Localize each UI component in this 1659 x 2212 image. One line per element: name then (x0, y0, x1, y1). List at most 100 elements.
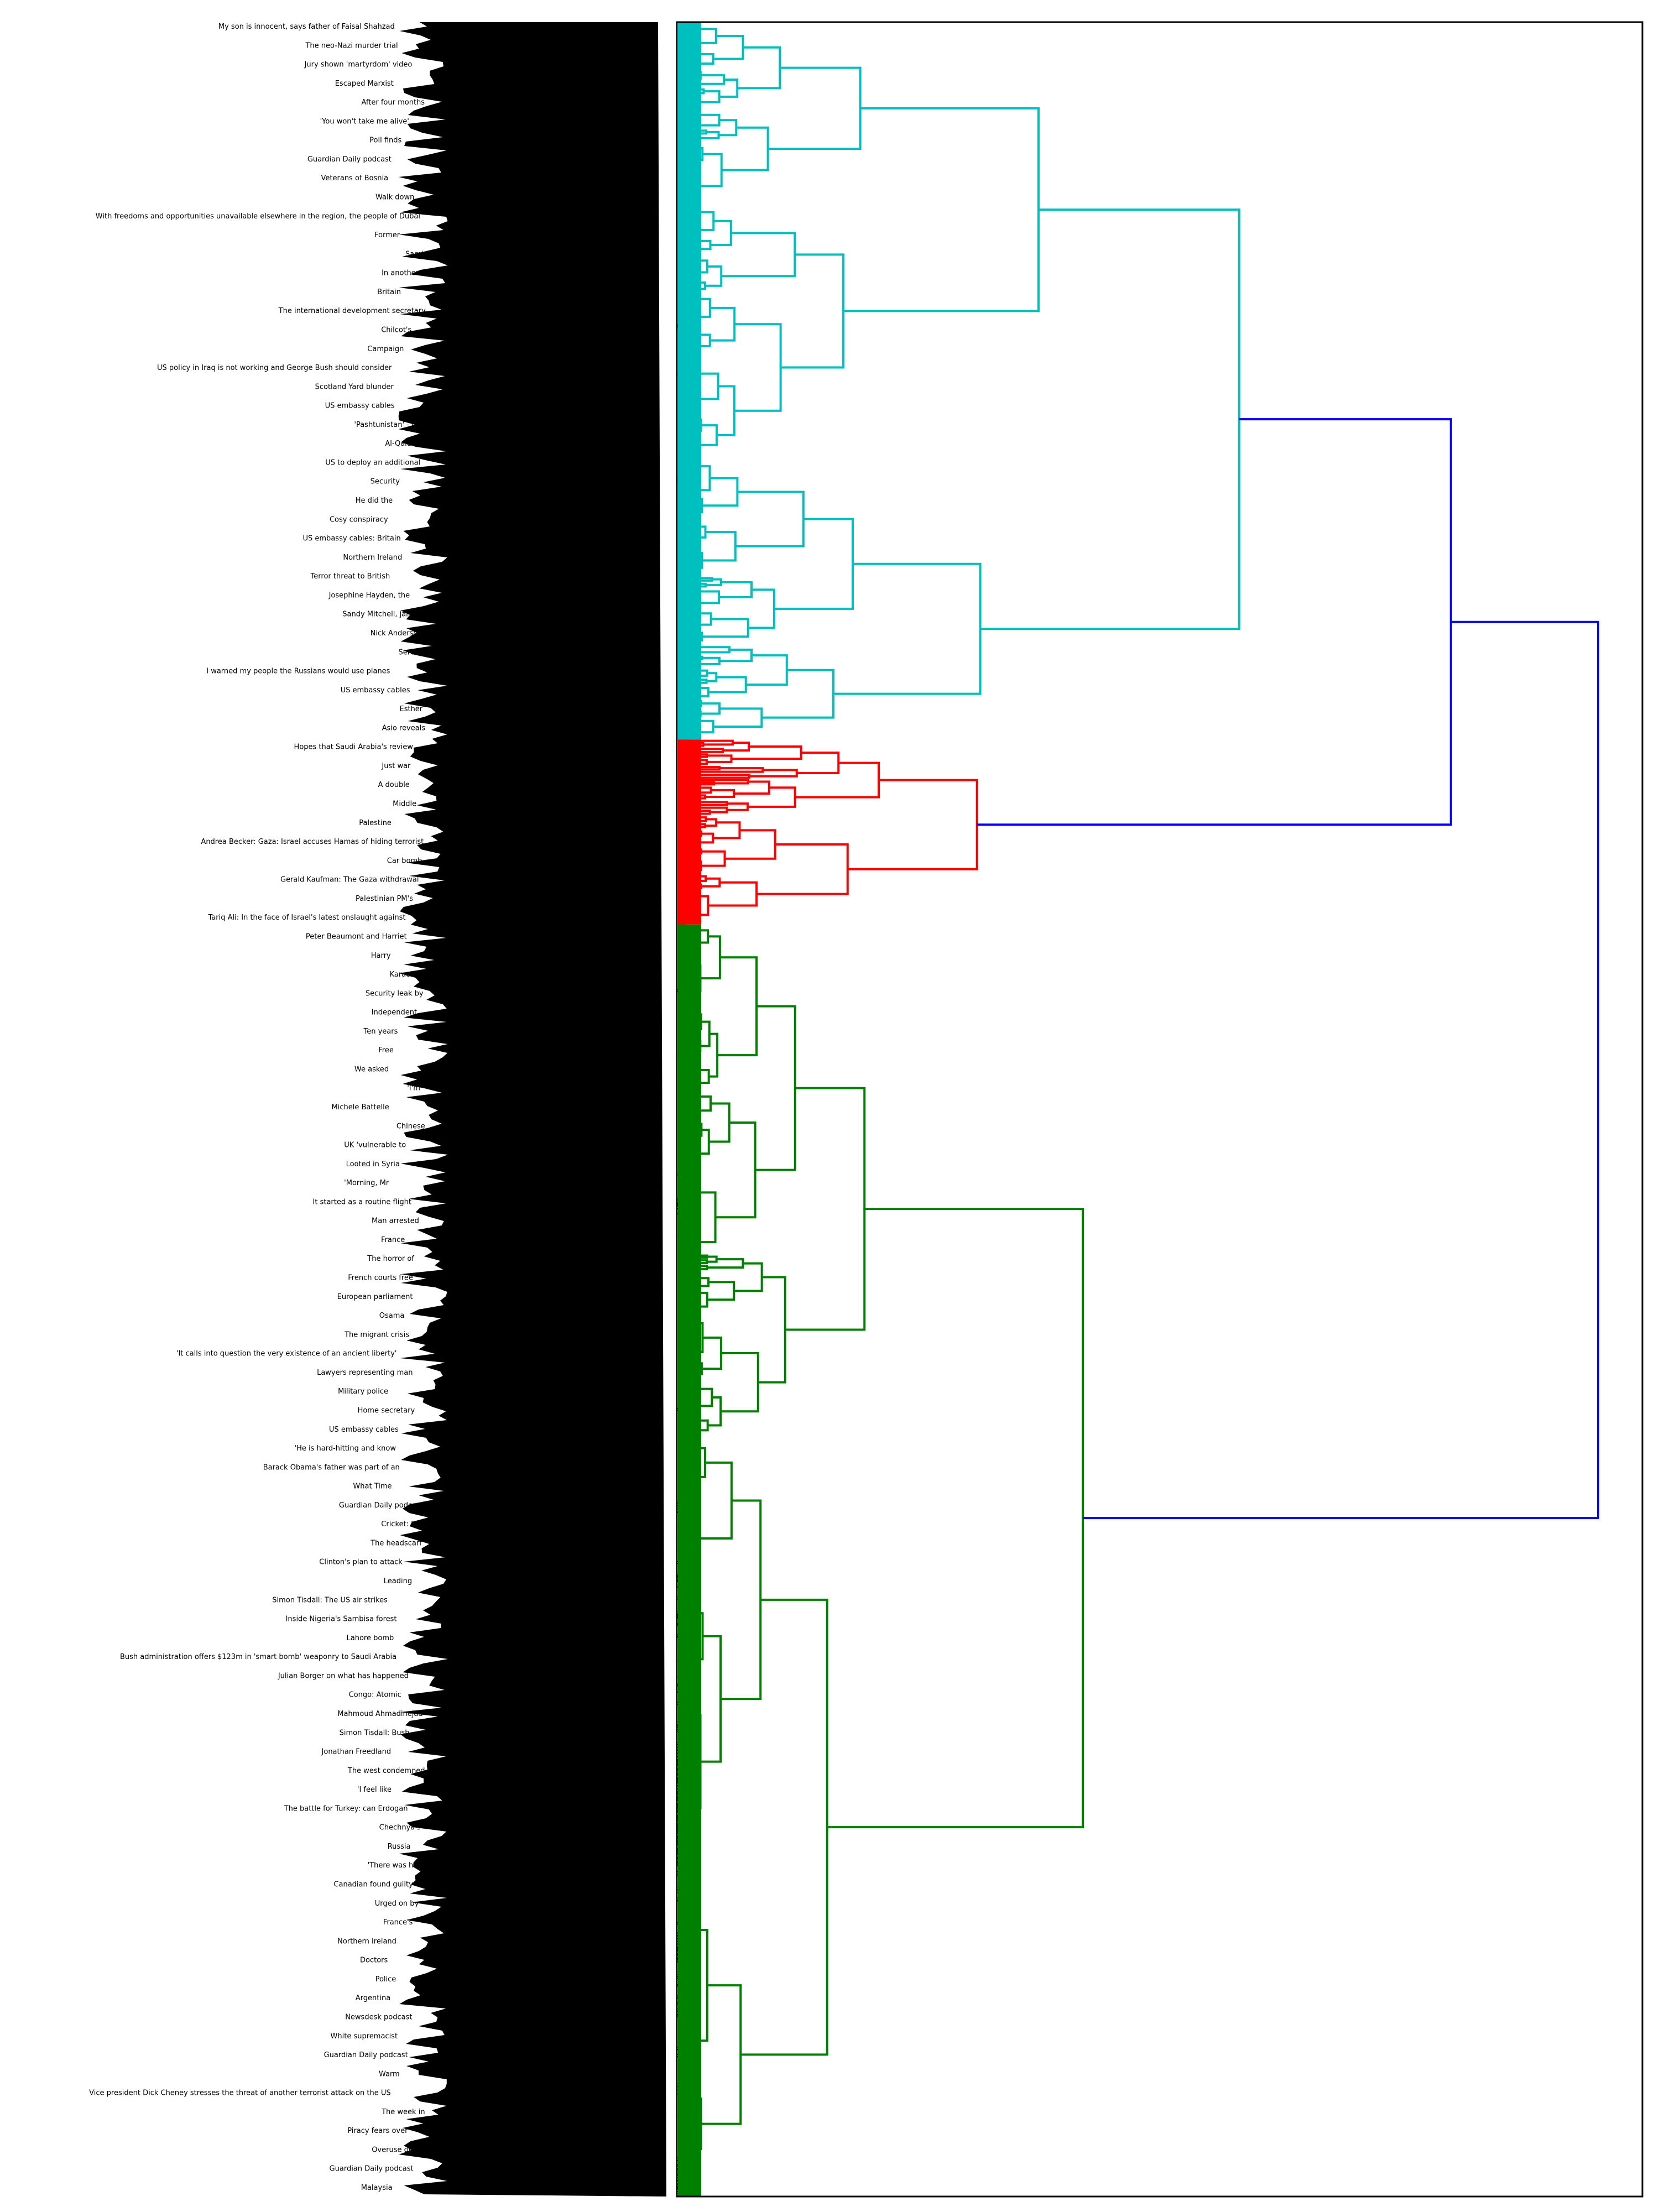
dendrogram-link (980, 208, 1241, 630)
dendrogram-link (719, 78, 739, 98)
dendrogram-link (745, 654, 788, 686)
leaf-label: In another (382, 269, 419, 278)
dendrogram-link (700, 702, 721, 715)
leaf-label: Jonathan Freedland (321, 1748, 392, 1756)
dendrogram-link (716, 385, 735, 436)
leaf-label: Cosy conspiracy (330, 515, 388, 524)
dendrogram-link (696, 28, 717, 44)
leaf-label: Gerald Kaufman: The Gaza withdrawal (280, 876, 419, 884)
dendrogram-link (734, 1262, 763, 1292)
leaf-label: Just war (381, 762, 411, 770)
leaf-label: Lawyers representing man (317, 1369, 413, 1377)
leaf-label: The headscarf (370, 1539, 422, 1547)
leaf-label: Urged on by (375, 1900, 419, 1908)
dendrogram-link (717, 956, 758, 1057)
leaf-label: Tariq Ali: In the face of Israel's lates… (208, 914, 406, 922)
leaf-label: Asio reveals (382, 724, 426, 732)
leaf-label: Michele Battelle (332, 1103, 389, 1112)
leaf-label: The battle for Turkey: can Erdogan (284, 1804, 408, 1813)
leaf-label: The migrant crisis (344, 1331, 409, 1339)
leaf-label: US embassy cables (329, 1426, 399, 1434)
dendrogram-link (721, 1352, 759, 1413)
leaf-label: Russia (388, 1843, 411, 1851)
leaf-label: Bush administration offers $123m in 'sma… (120, 1653, 397, 1661)
leaf-label: Car bomb (387, 857, 422, 865)
leaf-label: Palestine (359, 819, 392, 827)
leaf-label: Chilcot's (381, 326, 411, 334)
leaf-label: Chechnya's (379, 1824, 421, 1832)
leaf-label: Nick Anderson (371, 629, 422, 638)
dendrogram-link (700, 1020, 711, 1047)
leaf-label: Escaped Marxist (335, 80, 394, 88)
leaf-label: Simon Tisdall: Bush (340, 1729, 410, 1737)
leaf-label: Doctors (360, 1957, 388, 1965)
leaf-label: Inside Nigeria's Sambisa forest (286, 1615, 397, 1624)
leaf-label: The west condemned (347, 1767, 425, 1775)
leaf-label: What Time (353, 1483, 392, 1491)
leaf-label: Karachi (390, 971, 417, 979)
leaf-label: Josephine Hayden, the (328, 591, 410, 599)
dendrogram-link (761, 669, 834, 719)
dendrogram-link (707, 1258, 744, 1269)
leaf-label: 'I feel like (357, 1786, 392, 1794)
leaf-label: Ten years (363, 1027, 398, 1036)
overlapping-leaf-labels (398, 22, 666, 2197)
leaf-label: Police (375, 1975, 397, 1984)
leaf-label: Guardian Daily podcast (339, 1501, 423, 1510)
leaf-label: Julian Borger on what has happened (278, 1672, 409, 1680)
dendrogram-link (707, 1281, 735, 1301)
dendrogram-link (697, 259, 708, 274)
dendrogram-link (696, 646, 731, 654)
leaf-label: France's (383, 1918, 413, 1927)
leaf-label: Overuse of (372, 2146, 411, 2154)
leaf-label: Harry (371, 952, 391, 960)
leaf-label: Lahore bomb (347, 1634, 394, 1642)
leaf-label: French courts free (348, 1274, 413, 1282)
dendrogram-link (735, 491, 805, 547)
leaf-label: US embassy cables: Britain (303, 535, 401, 543)
dendrogram-link (691, 719, 714, 734)
dendrogram-link (724, 829, 776, 860)
leaf-label: US embassy cables (325, 402, 395, 410)
leaf-label: US embassy cables (341, 686, 410, 695)
leaf-label: White supremacist (331, 2032, 398, 2041)
leaf-label: Sami (405, 250, 424, 258)
dendrogram-tree (677, 22, 1599, 2198)
dendrogram-link (698, 1461, 733, 1540)
leaf-label: With freedoms and opportunities unavaila… (96, 212, 420, 221)
dendrogram-link (696, 779, 749, 785)
dendrogram-link (709, 306, 736, 342)
leaf-label: UK 'vulnerable to (344, 1141, 406, 1150)
leaf-label: Al-Qaida's (385, 440, 421, 448)
dendrogram-link (734, 323, 782, 412)
leaf-label: Middle (393, 800, 416, 808)
leaf-label: Looted in Syria (346, 1160, 400, 1168)
dendrogram-link (696, 656, 721, 665)
leaf-label: Independent (372, 1009, 417, 1017)
dendrogram-link (697, 90, 721, 103)
leaf-label: I warned my people the Russians would us… (206, 667, 390, 676)
dendrogram-link (697, 1419, 709, 1432)
dendrogram-link (708, 676, 747, 693)
dendrogram-link (747, 786, 796, 808)
leaf-label: Poll finds (369, 137, 401, 145)
dendrogram-link (780, 253, 845, 369)
leaf-label: Canadian found guilty of (333, 1881, 422, 1889)
leaf-label: Terror threat to British (310, 572, 390, 581)
dendrogram-link (758, 1276, 786, 1384)
leaf-label: Guardian Daily podcast (330, 2165, 414, 2173)
leaf-label: Osama (379, 1312, 405, 1320)
dendrogram-link (705, 578, 722, 587)
dendrogram-link (696, 759, 708, 765)
leaf-label: Veterans of Bosnia (321, 174, 389, 182)
leaf-label: Scotland Yard blunder (315, 383, 394, 391)
leaf-label: Guardian Daily podcast (307, 155, 392, 164)
leaf-label: Northern Ireland (337, 1937, 397, 1945)
dendrogram-link (708, 1102, 731, 1143)
dendrogram-link (713, 35, 744, 60)
leaf-label: The horror of (367, 1255, 414, 1263)
dendrogram-link (731, 745, 802, 760)
leaf-label: Hopes that Saudi Arabia's review (294, 743, 414, 752)
leaf-label: Security (371, 478, 400, 486)
leaf-label: Home secretary (358, 1406, 415, 1415)
